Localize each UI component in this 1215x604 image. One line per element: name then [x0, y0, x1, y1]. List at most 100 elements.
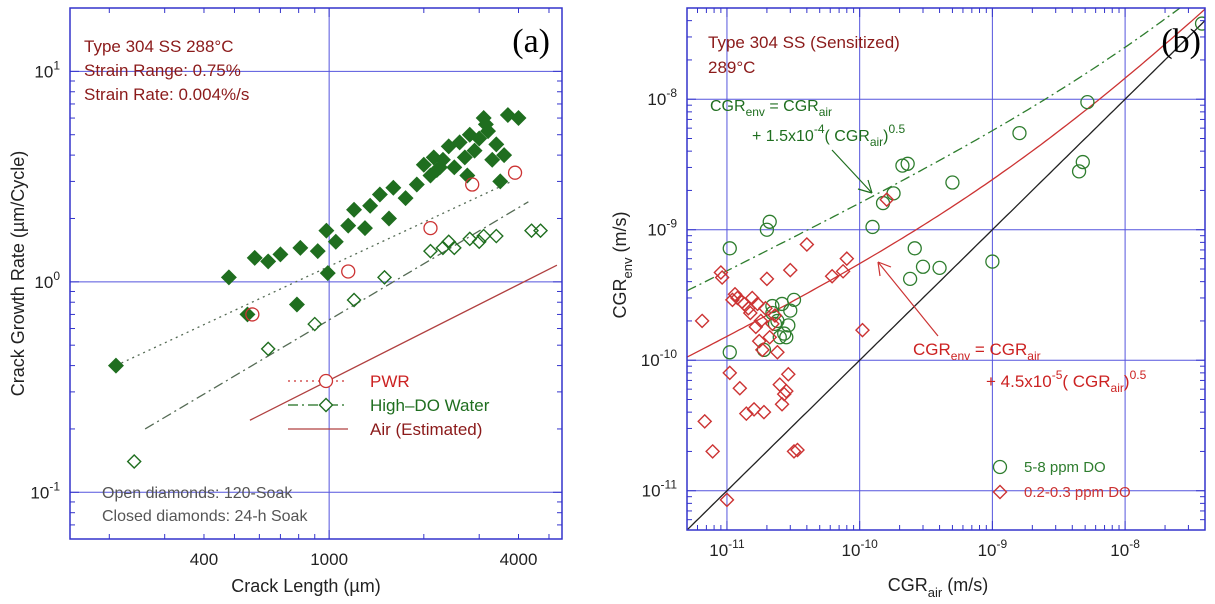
a-point-closed-diamond	[318, 222, 335, 239]
b-x-tick-label: 10-10	[842, 537, 879, 560]
a-point-closed-diamond	[397, 190, 414, 207]
a-x-tick-label: 4000	[500, 550, 538, 569]
a-point-closed-diamond	[292, 239, 309, 256]
b-point-open-diamond	[732, 380, 748, 396]
b-point-open-diamond	[722, 365, 738, 381]
a-x-tick-label: 1000	[310, 550, 348, 569]
b-point-circle	[762, 214, 777, 229]
b-point-open-diamond	[746, 401, 762, 417]
a-fit-lines	[115, 180, 558, 430]
b-point-circle	[945, 175, 960, 190]
a-point-closed-diamond	[288, 296, 305, 313]
b-point-circle	[772, 330, 787, 345]
b-point-open-diamond	[757, 300, 773, 316]
b-point-circle	[1012, 125, 1027, 141]
b-y-tick-label: 10-10	[641, 347, 678, 370]
b-point-open-diamond	[751, 333, 767, 349]
a-point-circle	[341, 264, 356, 279]
b-model-curve	[687, 20, 1205, 530]
a-y-tick-label: 100	[34, 269, 60, 292]
b-legend-marker-diamond	[992, 484, 1008, 500]
a-point-closed-diamond	[371, 186, 388, 203]
a-point-closed-diamond	[477, 116, 494, 133]
a-point-open-diamond	[446, 240, 462, 256]
b-point-circle	[786, 292, 802, 308]
a-legend-marker-diamond	[318, 397, 334, 413]
b-point-open-diamond	[719, 492, 735, 508]
a-note-text: Closed diamonds: 24-h Soak	[102, 508, 308, 525]
a-point-closed-diamond	[496, 147, 513, 164]
a-point-closed-diamond	[492, 173, 509, 190]
a-point-closed-diamond	[456, 149, 473, 166]
b-x-tick-label: 10-11	[709, 537, 745, 560]
b-legend-label: 5-8 ppm DO	[1024, 459, 1106, 476]
b-point-open-diamond	[713, 265, 729, 280]
a-point-closed-diamond	[107, 357, 124, 374]
a-point-closed-diamond	[362, 197, 379, 214]
a-condition-text: Strain Rate: 0.004%/s	[84, 85, 249, 104]
b-point-circle	[1071, 164, 1087, 179]
a-point-open-diamond	[377, 269, 393, 285]
a-data-points	[107, 107, 549, 470]
panel-b-label: (b)	[1161, 23, 1201, 60]
b-x-axis-title: CGRair (m/s)	[888, 575, 988, 600]
b-point-circle	[722, 241, 737, 256]
a-point-closed-diamond	[346, 201, 363, 218]
a-point-closed-diamond	[272, 246, 289, 263]
a-point-circle	[423, 220, 438, 236]
b-point-circle	[932, 260, 947, 276]
a-point-open-diamond	[260, 341, 276, 357]
a-fit-line	[115, 180, 512, 367]
b-point-circle	[770, 313, 785, 329]
b-green-arrow-shaft	[831, 149, 873, 194]
a-point-closed-diamond	[340, 217, 357, 234]
b-point-open-diamond	[742, 305, 758, 321]
a-condition-text: Type 304 SS 288°C	[84, 37, 234, 56]
b-point-open-diamond	[754, 342, 770, 358]
b-point-open-diamond	[774, 396, 790, 412]
b-legend-label: 0.2-0.3 ppm DO	[1024, 484, 1131, 501]
a-point-closed-diamond	[408, 176, 425, 193]
b-condition-text: Type 304 SS (Sensitized)	[708, 33, 900, 52]
b-red-equation-line2: + 4.5x10-5( CGRair)0.5	[986, 368, 1147, 395]
a-legend-marker-circle	[318, 373, 334, 389]
a-point-open-diamond	[435, 240, 451, 256]
a-point-open-diamond	[476, 228, 492, 244]
a-fit-line	[144, 201, 529, 430]
a-point-closed-diamond	[471, 130, 488, 147]
a-point-open-diamond	[462, 231, 478, 247]
b-point-open-diamond	[769, 344, 785, 360]
b-point-open-diamond	[727, 286, 743, 302]
a-ticks	[70, 7, 562, 540]
a-point-closed-diamond	[451, 134, 468, 151]
b-point-circle	[1194, 16, 1205, 31]
chart-a-svg: 400 1000 4000 10-1 100 101 (a) Type 304 SS 288°…	[8, 7, 563, 596]
a-gridlines	[70, 8, 562, 539]
panel-a-label: (a)	[512, 23, 550, 60]
a-point-open-diamond	[533, 223, 549, 239]
a-legend-label: Air (Estimated)	[370, 420, 482, 439]
a-point-closed-diamond	[440, 138, 457, 155]
b-point-circle	[907, 241, 922, 256]
b-point-open-diamond	[786, 443, 802, 459]
a-y-axis-title: Crack Growth Rate (µm/Cycle)	[8, 151, 28, 396]
a-point-open-diamond	[307, 316, 323, 332]
a-point-open-diamond	[422, 243, 438, 259]
a-y-tick-label: 10-1	[30, 479, 60, 502]
plot-a-background	[70, 8, 562, 539]
b-point-open-diamond	[748, 319, 764, 335]
b-point-open-diamond	[762, 329, 778, 345]
a-condition-text: Strain Range: 0.75%	[84, 61, 241, 80]
b-green-equation-line1: CGRenv = CGRair	[710, 98, 832, 119]
a-point-closed-diamond	[260, 253, 277, 270]
a-point-circle	[245, 307, 260, 322]
b-point-open-diamond	[824, 268, 840, 284]
a-point-open-diamond	[471, 234, 487, 250]
b-legend: 5-8 ppm DO 0.2-0.3 ppm DO	[992, 459, 1131, 501]
b-point-open-diamond	[839, 251, 855, 267]
a-point-closed-diamond	[246, 249, 263, 266]
b-point-circle	[985, 254, 1000, 269]
b-point-open-diamond	[738, 406, 754, 422]
b-point-open-diamond	[753, 313, 769, 329]
b-point-open-diamond	[854, 322, 870, 338]
